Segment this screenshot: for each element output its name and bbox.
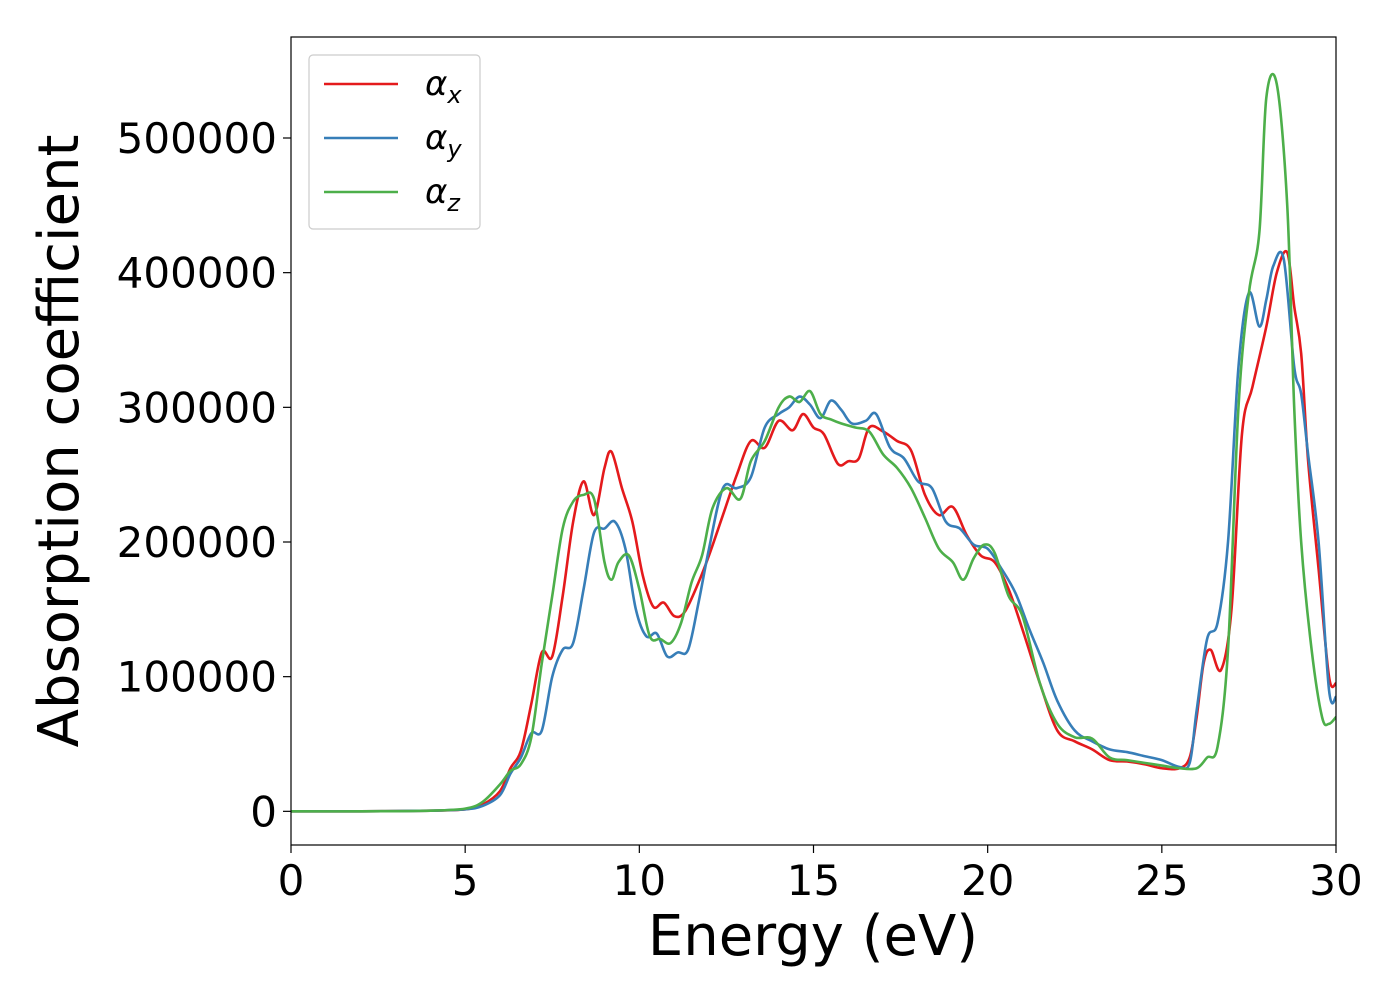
y-tick-label: 400000: [117, 249, 277, 298]
y-tick-label: 200000: [117, 518, 277, 567]
series-line-y: [291, 250, 1336, 813]
x-tick-label: 20: [961, 856, 1014, 905]
y-axis-ticks: 0 100000 200000 300000 400000 500000: [117, 114, 291, 836]
legend-label-y: αy: [425, 118, 462, 163]
x-axis-ticks: 0 5 10 15 20 25 30: [278, 845, 1363, 905]
y-tick-label: 0: [250, 787, 277, 836]
legend-label-x: αx: [425, 64, 462, 109]
legend-label-z: αz: [425, 172, 461, 217]
x-tick-label: 5: [452, 856, 479, 905]
legend-box: [308, 54, 481, 230]
x-tick-label: 0: [278, 856, 305, 905]
x-axis-label: Energy (eV): [648, 904, 978, 969]
x-tick-label: 10: [613, 856, 666, 905]
y-tick-label: 100000: [117, 653, 277, 702]
x-tick-label: 25: [1135, 856, 1188, 905]
x-tick-label: 15: [787, 856, 840, 905]
series-line-z: [291, 72, 1336, 813]
y-axis-label: Absorption coefficient: [27, 135, 92, 748]
y-tick-label: 300000: [117, 383, 277, 432]
y-tick-label: 500000: [117, 114, 277, 163]
legend: αx αy αz: [308, 54, 481, 230]
plot-lines: [291, 72, 1336, 813]
x-tick-label: 30: [1309, 856, 1362, 905]
